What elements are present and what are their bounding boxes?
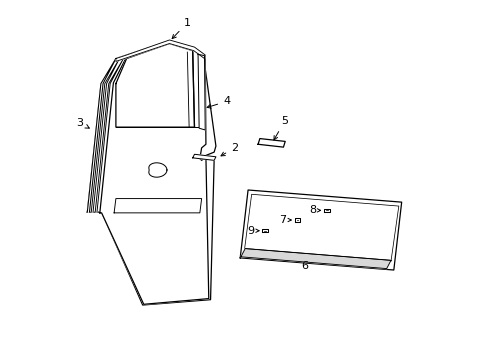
Text: 5: 5 bbox=[273, 116, 287, 140]
Text: 2: 2 bbox=[221, 143, 238, 156]
Polygon shape bbox=[262, 229, 267, 233]
Polygon shape bbox=[95, 59, 123, 212]
Polygon shape bbox=[294, 218, 300, 222]
Polygon shape bbox=[91, 59, 119, 212]
Text: 1: 1 bbox=[172, 18, 190, 39]
Polygon shape bbox=[148, 163, 166, 177]
Polygon shape bbox=[116, 40, 205, 62]
Text: 9: 9 bbox=[247, 226, 254, 236]
Polygon shape bbox=[116, 44, 194, 127]
Polygon shape bbox=[323, 209, 329, 212]
Text: 3: 3 bbox=[76, 118, 89, 128]
Polygon shape bbox=[114, 199, 201, 213]
Text: 8: 8 bbox=[308, 205, 315, 215]
Polygon shape bbox=[198, 54, 205, 130]
Text: 7: 7 bbox=[279, 215, 286, 225]
Polygon shape bbox=[240, 190, 401, 270]
Polygon shape bbox=[100, 41, 208, 304]
Polygon shape bbox=[87, 41, 216, 305]
Polygon shape bbox=[87, 59, 116, 212]
Polygon shape bbox=[258, 139, 285, 147]
Text: 6: 6 bbox=[301, 261, 308, 271]
Polygon shape bbox=[192, 154, 216, 160]
Polygon shape bbox=[241, 249, 390, 269]
Text: 4: 4 bbox=[207, 96, 230, 108]
